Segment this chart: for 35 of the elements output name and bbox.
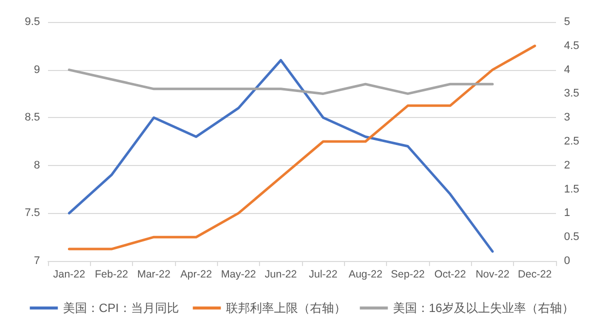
x-tick-label: Oct-22: [434, 268, 466, 280]
y-tick-label: 7: [34, 255, 40, 267]
line-series: [68, 58, 494, 253]
line-series: [68, 44, 536, 250]
y-tick-label: 7.5: [24, 207, 40, 220]
y2-tick-label: 1.5: [564, 183, 580, 196]
x-tick-label: Jul-22: [308, 268, 338, 280]
y2-tick-label: 4: [564, 64, 570, 76]
y2-tick-label: 5: [564, 16, 570, 28]
y2-tick-label: 4.5: [564, 40, 580, 52]
x-tick-label: Feb-22: [94, 268, 128, 280]
y2-tick-label: 1: [564, 207, 570, 220]
y-tick-label: 9: [34, 64, 40, 76]
y-tick-label: 8.5: [24, 112, 40, 124]
x-tick-label: Sep-22: [390, 268, 425, 280]
x-tick-label: May-22: [220, 268, 256, 280]
legend-label: 联邦利率上限（右轴）: [226, 301, 346, 315]
y2-tick-label: 0.5: [564, 231, 580, 244]
y2-tick-label: 2.5: [564, 136, 580, 148]
y2-tick-label: 3: [564, 112, 570, 124]
y2-tick-label: 2: [564, 159, 570, 172]
x-tick-label: Nov-22: [476, 268, 510, 280]
line-series: [68, 68, 494, 95]
y2-tick-label: 0: [564, 255, 570, 267]
y2-tick-label: 3.5: [564, 88, 580, 100]
x-tick-label: Aug-22: [348, 268, 383, 280]
x-tick-label: Dec-22: [518, 268, 552, 280]
x-tick-label: Mar-22: [137, 268, 171, 280]
x-tick-label: Apr-22: [180, 268, 212, 280]
x-tick-label: Jan-22: [53, 268, 86, 280]
legend-label: 美国：16岁及以上失业率（右轴）: [392, 301, 574, 315]
y-tick-label: 9.5: [24, 16, 40, 28]
x-tick-label: Jun-22: [264, 268, 298, 280]
legend-label: 美国：CPI：当月同比: [62, 301, 179, 315]
y-tick-label: 8: [34, 159, 40, 172]
